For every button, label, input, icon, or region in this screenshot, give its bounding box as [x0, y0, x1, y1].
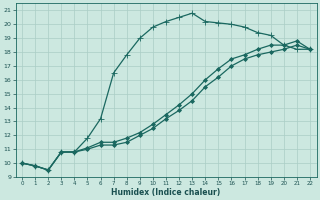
X-axis label: Humidex (Indice chaleur): Humidex (Indice chaleur) [111, 188, 221, 197]
